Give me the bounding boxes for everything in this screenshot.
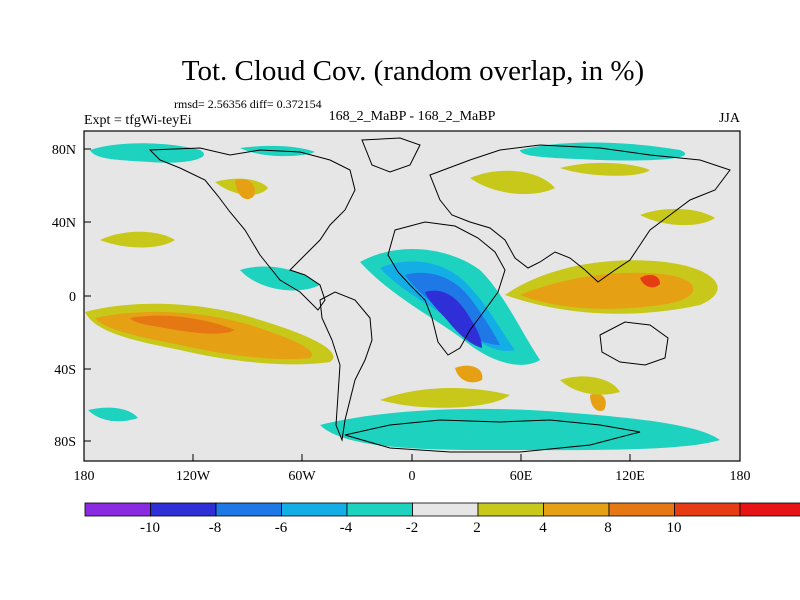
coastline-australia: [599, 321, 669, 366]
colorbar-cell: [346, 502, 413, 517]
contour-cyan-so: [320, 408, 720, 451]
x-tick-label: 60E: [510, 469, 533, 484]
x-tick-label: 180: [730, 469, 751, 484]
x-tick-label: 0: [409, 469, 416, 484]
contour-yellow-saus: [560, 376, 620, 395]
colorbar-cell: [412, 502, 479, 517]
y-tick-labels: 80N 40N 0 40S 80S: [52, 143, 76, 450]
contour-cyan-sw: [88, 407, 138, 422]
contour-cyan-epac: [240, 266, 320, 291]
colorbar-cell: [739, 502, 800, 517]
contour-yellow-arctic-1: [560, 162, 650, 176]
colorbar-label: -6: [275, 520, 288, 536]
colorbar-cells: [84, 502, 800, 517]
x-tick-labels: 180 120W 60W 0 60E 120E 180: [74, 469, 751, 484]
coastline-eurasia: [429, 144, 731, 283]
y-tick-label: 80N: [52, 143, 76, 158]
colorbar-label: 4: [539, 520, 547, 536]
x-tick-label: 120W: [176, 469, 211, 484]
colorbar-cell: [150, 502, 217, 517]
colorbar-labels: -10 -8 -6 -4 -2 2 4 8 10: [140, 520, 682, 536]
colorbar-label: 10: [667, 520, 682, 536]
contour-fills: [85, 142, 720, 451]
colorbar-cell: [543, 502, 610, 517]
coastline-south-america: [319, 291, 373, 442]
contour-yellow-so: [380, 388, 510, 408]
colorbar-label: -8: [209, 520, 222, 536]
contour-cyan-arctic-2: [520, 142, 686, 161]
stats-text: rmsd= 2.56356 diff= 0.372154: [174, 97, 322, 111]
coastlines: [148, 137, 731, 453]
colorbar-label: -10: [140, 520, 160, 536]
y-tick-label: 0: [69, 290, 76, 305]
colorbar-cell: [84, 502, 151, 517]
colorbar-cell: [215, 502, 282, 517]
contour-darkorange-spac: [130, 315, 235, 334]
y-tick-label: 40S: [54, 363, 76, 378]
colorbar-label: -2: [406, 520, 419, 536]
colorbar-cell: [674, 502, 741, 517]
coastline-antarctica: [344, 419, 641, 453]
center-label: 168_2_MaBP - 168_2_MaBP: [329, 109, 496, 124]
contour-red-indian: [640, 274, 660, 288]
coastline-africa: [387, 221, 506, 356]
contour-cyan-arctic-1: [90, 143, 204, 163]
contour-orange-saus: [590, 393, 606, 411]
x-tick-label: 60W: [288, 469, 316, 484]
season-label: JJA: [719, 111, 741, 126]
contour-yellow-wpac: [640, 208, 715, 226]
axis-ticks: [83, 148, 741, 461]
colorbar-cell: [608, 502, 675, 517]
colorbar: -10 -8 -6 -4 -2 2 4 8 10: [84, 502, 800, 536]
y-tick-label: 80S: [54, 435, 76, 450]
coastline-north-america: [148, 147, 356, 311]
x-tick-label: 120E: [615, 469, 645, 484]
chart-title: Tot. Cloud Cov. (random overlap, in %): [182, 55, 644, 87]
colorbar-label: 2: [473, 520, 481, 536]
colorbar-cell: [477, 502, 544, 517]
contour-yellow-asia: [470, 170, 555, 194]
y-tick-label: 40N: [52, 216, 76, 231]
coastline-greenland: [361, 137, 421, 173]
map-panel: [83, 130, 741, 462]
expt-label: Expt = tfgWi-teyEi: [84, 113, 192, 128]
colorbar-label: 8: [604, 520, 612, 536]
colorbar-label: -4: [340, 520, 353, 536]
contour-orange-na: [235, 178, 255, 200]
contour-yellow-npac: [100, 231, 175, 248]
contour-orange-so: [455, 365, 483, 383]
colorbar-cell: [281, 502, 348, 517]
x-tick-label: 180: [74, 469, 95, 484]
